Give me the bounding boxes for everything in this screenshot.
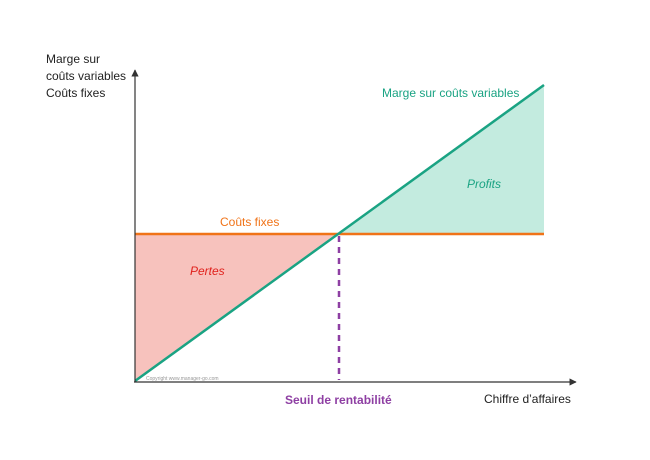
margin-line-label: Marge sur coûts variables	[382, 86, 519, 100]
x-axis-label: Chiffre d’affaires	[484, 392, 571, 406]
y-axis-label-line-1: Marge sur	[46, 52, 100, 66]
profits-label: Profits	[467, 177, 501, 191]
losses-label: Pertes	[190, 264, 225, 278]
breakeven-label: Seuil de rentabilité	[285, 393, 392, 407]
y-axis-label-line-3: Coûts fixes	[46, 86, 105, 100]
margin-line	[134, 83, 545, 383]
y-axis-label-line-2: coûts variables	[46, 69, 126, 83]
copyright-text: Copyright www.manager-go.com	[146, 376, 219, 382]
fixed-costs-label: Coûts fixes	[220, 215, 279, 229]
